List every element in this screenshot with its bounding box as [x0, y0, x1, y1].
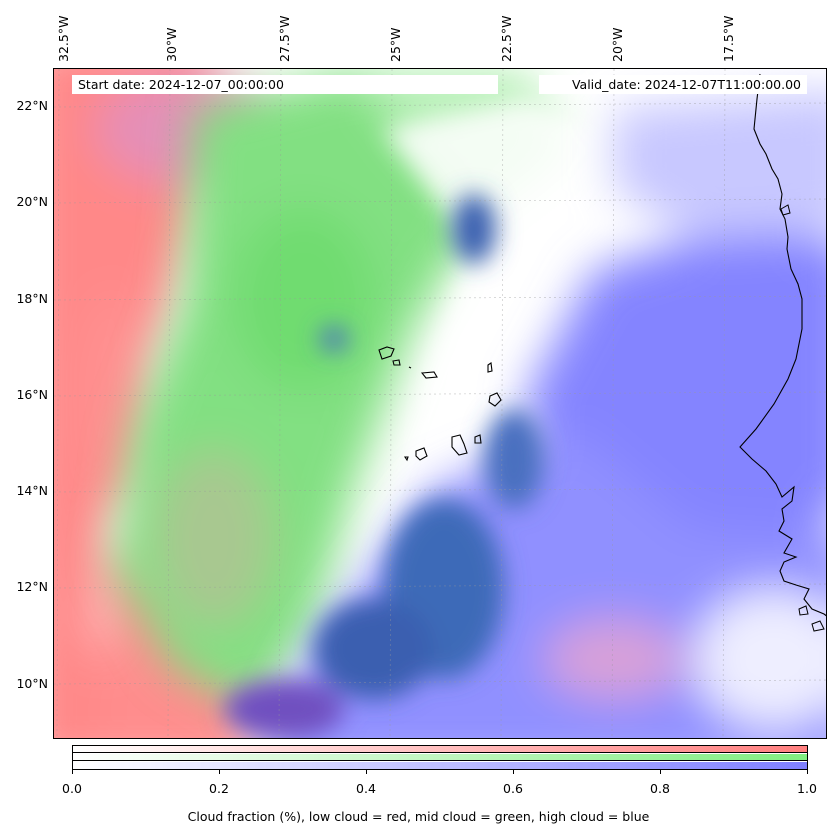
colorbar-low-strip	[73, 746, 807, 753]
colorbar-tick-label-2: 0.4	[356, 781, 376, 796]
lat-label-22n: 22°N	[16, 98, 48, 113]
cloud-fraction-map	[53, 68, 827, 739]
colorbar-tick-label-1: 0.2	[209, 781, 229, 796]
lon-label-25w: 25°W	[388, 27, 403, 62]
lon-label-17-5w: 17.5°W	[721, 15, 736, 62]
colorbar-tick-label-3: 0.6	[503, 781, 523, 796]
lon-label-20w: 20°W	[610, 27, 625, 62]
coastline-islet-2	[798, 605, 809, 616]
colorbar-tick-label-0: 0.0	[62, 781, 82, 796]
clear-streak	[384, 99, 614, 489]
lat-label-12n: 12°N	[16, 579, 48, 594]
colorbar-mid-strip	[73, 754, 807, 761]
map-canvas	[54, 69, 826, 738]
coastline-islet-3	[811, 620, 825, 632]
graticule	[54, 69, 826, 738]
africa-coastline	[739, 73, 826, 617]
colorbar-tick-5	[807, 770, 808, 774]
lat-label-18n: 18°N	[16, 291, 48, 306]
lon-label-30w: 30°W	[164, 27, 179, 62]
lat-label-20n: 20°N	[16, 194, 48, 209]
colorbar-tick-label-4: 0.8	[650, 781, 670, 796]
lat-label-16n: 16°N	[16, 387, 48, 402]
colorbar-tick-1	[219, 770, 220, 774]
colorbar	[72, 745, 808, 770]
colorbar-caption: Cloud fraction (%), low cloud = red, mid…	[187, 809, 650, 824]
colorbar-tick-2	[366, 770, 367, 774]
lon-label-32-5w: 32.5°W	[56, 15, 71, 62]
valid-date-label: Valid_date: 2024-12-07T11:00:00.00	[539, 75, 807, 94]
start-date-label: Start date: 2024-12-07_00:00:00	[72, 75, 498, 94]
lon-label-27-5w: 27.5°W	[277, 15, 292, 62]
lat-label-10n: 10°N	[16, 676, 48, 691]
lat-label-14n: 14°N	[16, 483, 48, 498]
deep-cloud-region	[224, 194, 544, 738]
colorbar-high-strip	[73, 762, 807, 769]
coastline-islet-1	[780, 204, 791, 216]
colorbar-tick-4	[660, 770, 661, 774]
colorbar-tick-label-5: 1.0	[797, 781, 817, 796]
lon-label-22-5w: 22.5°W	[499, 15, 514, 62]
cabo-verde-islands	[378, 346, 502, 462]
colorbar-tick-3	[513, 770, 514, 774]
colorbar-tick-0	[72, 770, 73, 774]
